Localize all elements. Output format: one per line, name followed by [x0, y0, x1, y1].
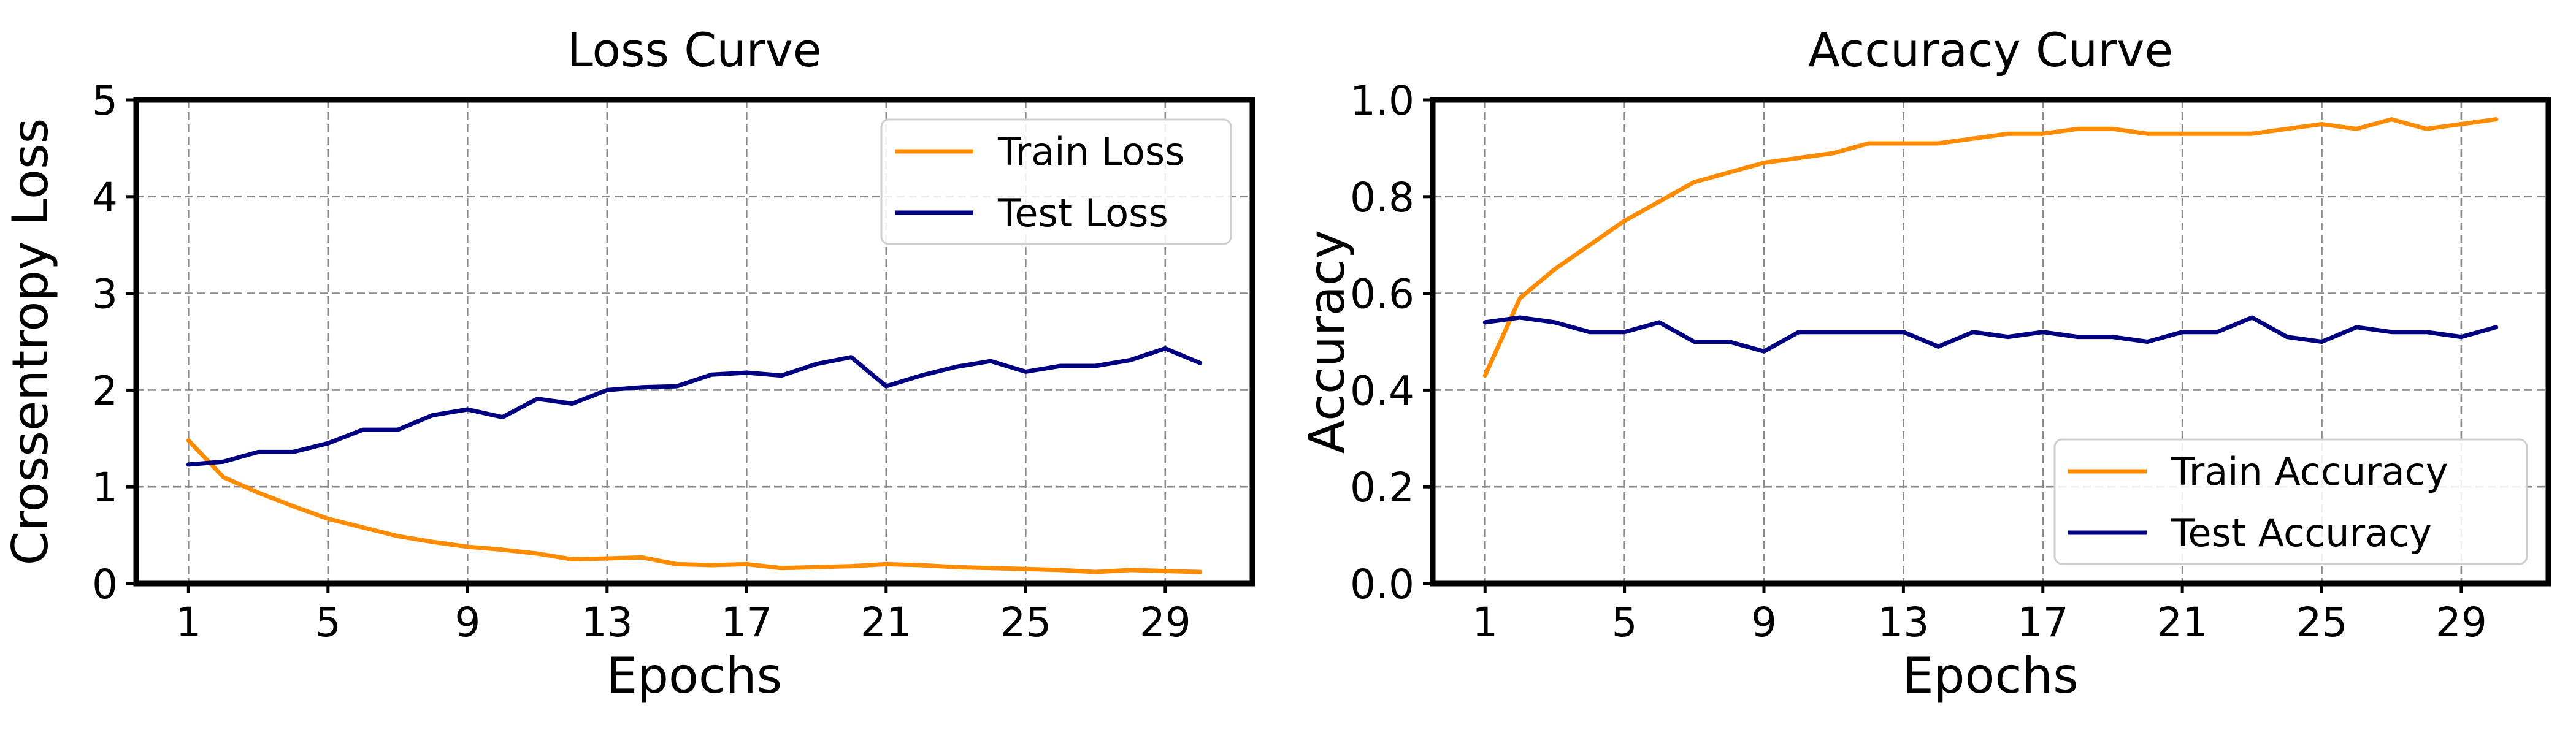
train-loss-line: [186, 438, 1203, 574]
plot-frame: [133, 97, 1255, 587]
accuracy-curve-panel: 1 5 9 13 17 21 25 29 0.0 0.2 0.4 0.6 0.8 1.0 Accuracy …: [1298, 23, 2551, 704]
y-tick-label: 1.0: [1350, 77, 1414, 124]
test-accuracy-line: [1482, 315, 2499, 354]
y-axis-label: Accuracy: [1298, 230, 1355, 454]
legend-box: [2053, 438, 2528, 565]
x-tick-label: 25: [2296, 599, 2348, 646]
x-tick-label: 9: [1751, 599, 1777, 646]
x-tick-label: 5: [315, 599, 341, 646]
legend-label: Test Loss: [997, 191, 1168, 235]
y-tick-label: 5: [92, 77, 118, 124]
legend-label: Test Accuracy: [2171, 511, 2432, 555]
y-tick-label: 2: [92, 367, 118, 414]
test-loss-line: [186, 346, 1203, 467]
chart-title: Accuracy Curve: [1808, 23, 2173, 77]
y-tick-label: 0.8: [1350, 174, 1414, 221]
x-tick-label: 21: [861, 599, 912, 646]
y-axis-label: Crossentropy Loss: [2, 118, 59, 566]
y-tick-label: 0.0: [1350, 561, 1414, 608]
legend: Train Loss Test Loss: [880, 118, 1232, 245]
x-tick-label: 29: [1140, 599, 1191, 646]
x-tick-label: 9: [454, 599, 480, 646]
y-tick-label: 1: [92, 464, 118, 511]
legend-label: Train Loss: [997, 129, 1184, 174]
y-tick-label: 0.6: [1350, 271, 1414, 318]
chart-title: Loss Curve: [567, 23, 821, 77]
y-tick-label: 3: [92, 271, 118, 318]
x-tick-label: 5: [1612, 599, 1638, 646]
y-tick-label: 0: [92, 561, 118, 608]
x-tick-label: 13: [1877, 599, 1929, 646]
x-tick-label: 21: [2156, 599, 2208, 646]
x-tick-label: 25: [1000, 599, 1051, 646]
y-tick-label: 4: [92, 174, 118, 221]
x-axis-label: Epochs: [1903, 647, 2079, 704]
loss-curve-panel: 1 5 9 13 17 21 25 29 0 1 2 3 4 5 Loss Curve Epochs Cross…: [2, 23, 1255, 704]
y-tick-label: 0.4: [1350, 367, 1414, 414]
x-tick-label: 29: [2436, 599, 2487, 646]
x-tick-label: 1: [175, 599, 201, 646]
legend: Train Accuracy Test Accuracy: [2053, 438, 2528, 565]
x-tick-label: 13: [581, 599, 633, 646]
x-tick-label: 1: [1472, 599, 1498, 646]
y-tick-label: 0.2: [1350, 464, 1414, 511]
legend-label: Train Accuracy: [2171, 449, 2448, 494]
x-axis-label: Epochs: [607, 647, 783, 704]
plot-frame: [1430, 97, 2551, 587]
train-accuracy-line: [1482, 117, 2499, 378]
x-tick-label: 17: [721, 599, 772, 646]
x-tick-label: 17: [2017, 599, 2069, 646]
